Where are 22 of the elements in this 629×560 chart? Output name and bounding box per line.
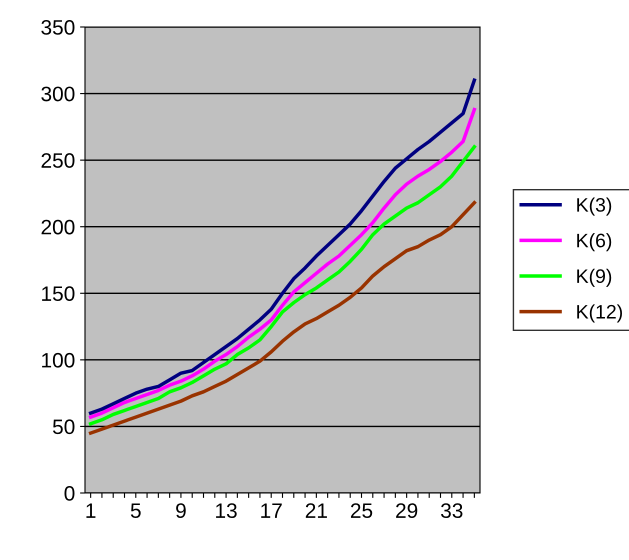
y-tick-label: 0: [64, 486, 74, 501]
y-tick-label: 250: [42, 153, 74, 168]
x-tick-label: 1: [86, 503, 96, 518]
x-tick-label: 33: [440, 503, 462, 518]
y-tick-label: 300: [41, 86, 74, 102]
legend-label: K(12): [577, 304, 622, 322]
y-tick-label: 50: [52, 419, 74, 434]
x-tick-label: 17: [261, 503, 282, 518]
x-tick-label: 5: [130, 503, 141, 518]
x-tick-label: 9: [176, 503, 186, 518]
x-tick-label: 29: [396, 503, 418, 518]
legend-label: K(3): [577, 198, 612, 216]
y-tick-label: 350: [41, 20, 74, 35]
x-tick-label: 25: [350, 503, 372, 518]
y-tick-label: 150: [42, 286, 74, 302]
x-tick-label: 21: [306, 503, 327, 518]
x-tick-label: 13: [216, 503, 237, 518]
line-series: [88, 201, 476, 435]
legend-label: K(6): [577, 233, 612, 252]
y-tick-label: 100: [42, 352, 74, 368]
legend-label: K(9): [577, 268, 612, 287]
y-tick-label: 200: [42, 220, 74, 234]
